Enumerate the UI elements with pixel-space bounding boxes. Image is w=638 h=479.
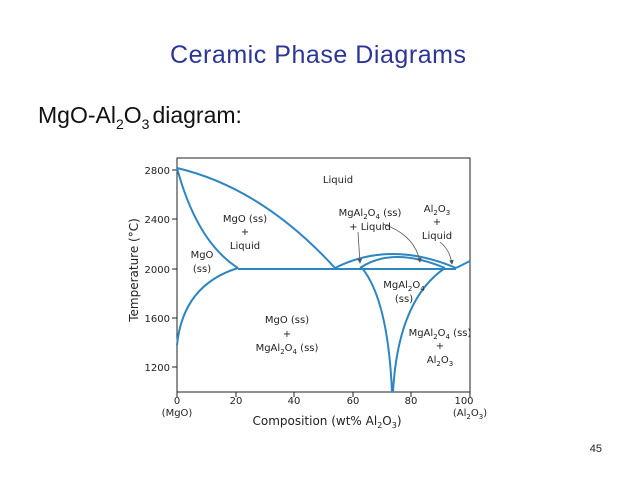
text-part: O — [471, 408, 479, 419]
text-part: Composition (wt% Al — [252, 414, 377, 428]
region-label: Liquid — [230, 241, 260, 252]
region-label: + — [433, 217, 441, 228]
text-part: O — [441, 355, 449, 366]
region-label: Al2O3 — [427, 355, 453, 368]
text-part: 2 — [408, 285, 412, 293]
text-part: 3 — [142, 116, 150, 132]
text-part: O — [285, 343, 293, 354]
y-axis-label: Temperature (°C) — [127, 218, 141, 323]
text-part: MgAl — [256, 343, 281, 354]
text-part: MgAl — [409, 328, 434, 339]
text-part: MgO-Al — [38, 102, 116, 128]
region-labels: Liquid MgO (ss) + Liquid MgO (ss) MgAl2O… — [191, 175, 472, 368]
region-label: MgO (ss) — [223, 214, 267, 225]
text-part: O — [438, 328, 446, 339]
phase-diagram: 2800 2400 2000 1600 1200 0 20 40 60 80 1… — [127, 157, 487, 430]
region-label: + — [283, 329, 291, 340]
text-part: MgAl — [383, 280, 408, 291]
region-label: MgO — [191, 250, 214, 261]
text-part: 2 — [466, 413, 470, 421]
x-tick-label: 60 — [347, 396, 360, 407]
text-part: 2 — [116, 116, 124, 132]
x-tick-label: 0 — [174, 396, 180, 407]
slide-title: Ceramic Phase Diagrams — [170, 41, 466, 69]
y-tick-label: 1200 — [145, 363, 170, 374]
x-tick-label: 20 — [230, 396, 243, 407]
phase-boundaries — [176, 167, 471, 393]
page-number: 45 — [590, 443, 602, 455]
text-part: (ss) — [380, 208, 402, 219]
text-part: ) — [397, 414, 402, 428]
text-part: 4 — [293, 348, 298, 356]
region-label: MgAl2O4 (ss) — [256, 343, 319, 356]
text-part: O — [412, 280, 420, 291]
x-tick-label: 80 — [405, 396, 418, 407]
x-end-label: (MgO) — [162, 408, 193, 419]
text-part: 4 — [446, 333, 451, 341]
text-part: 4 — [376, 213, 381, 221]
x-tick-label: 40 — [288, 396, 301, 407]
text-part: 3 — [446, 209, 450, 217]
y-tick-label: 1600 — [145, 314, 170, 325]
region-label: (ss) — [193, 264, 211, 275]
text-part: Al — [424, 204, 434, 215]
region-label: + — [436, 341, 444, 352]
region-label: + Liquid — [349, 222, 391, 233]
text-part: (ss) — [297, 343, 319, 354]
y-tick-label: 2400 — [145, 215, 170, 226]
text-part: 2 — [363, 213, 367, 221]
region-label: MgAl2O4 (ss) — [409, 328, 472, 341]
text-part: O — [382, 414, 391, 428]
text-part: Al — [427, 355, 437, 366]
x-tick-label: 100 — [454, 396, 473, 407]
text-part: O — [124, 102, 142, 128]
text-part: O — [368, 208, 376, 219]
text-part: 2 — [436, 360, 440, 368]
text-part: 2 — [377, 421, 382, 430]
text-part: (Al — [453, 408, 467, 419]
text-part: 4 — [420, 285, 425, 293]
text-part: O — [438, 204, 446, 215]
leader-lines — [357, 223, 454, 265]
text-part: diagram: — [152, 102, 241, 128]
region-label: Liquid — [323, 175, 353, 186]
text-part: 2 — [433, 209, 437, 217]
region-label: Liquid — [422, 231, 452, 242]
text-part: 2 — [280, 348, 284, 356]
text-part: 2 — [433, 333, 437, 341]
text-part: 3 — [479, 413, 483, 421]
region-label: + — [241, 227, 249, 238]
region-label: (ss) — [395, 294, 413, 305]
region-label: MgAl2O4 (ss) — [339, 208, 402, 221]
x-end-label: (Al2O3) — [453, 408, 487, 421]
y-tick-label: 2000 — [145, 265, 170, 276]
region-label: Al2O3 — [424, 204, 450, 217]
text-part: 3 — [449, 360, 453, 368]
text-part: (ss) — [450, 328, 472, 339]
region-label: MgO (ss) — [265, 315, 309, 326]
x-axis-label: Composition (wt% Al2O3) — [252, 414, 401, 430]
subtitle: MgO-Al2O3 diagram: — [38, 102, 242, 132]
text-part: MgAl — [339, 208, 364, 219]
y-tick-label: 2800 — [145, 166, 170, 177]
text-part: 3 — [392, 421, 397, 430]
text-part: ) — [483, 408, 487, 419]
region-label: MgAl2O4 — [383, 280, 425, 293]
